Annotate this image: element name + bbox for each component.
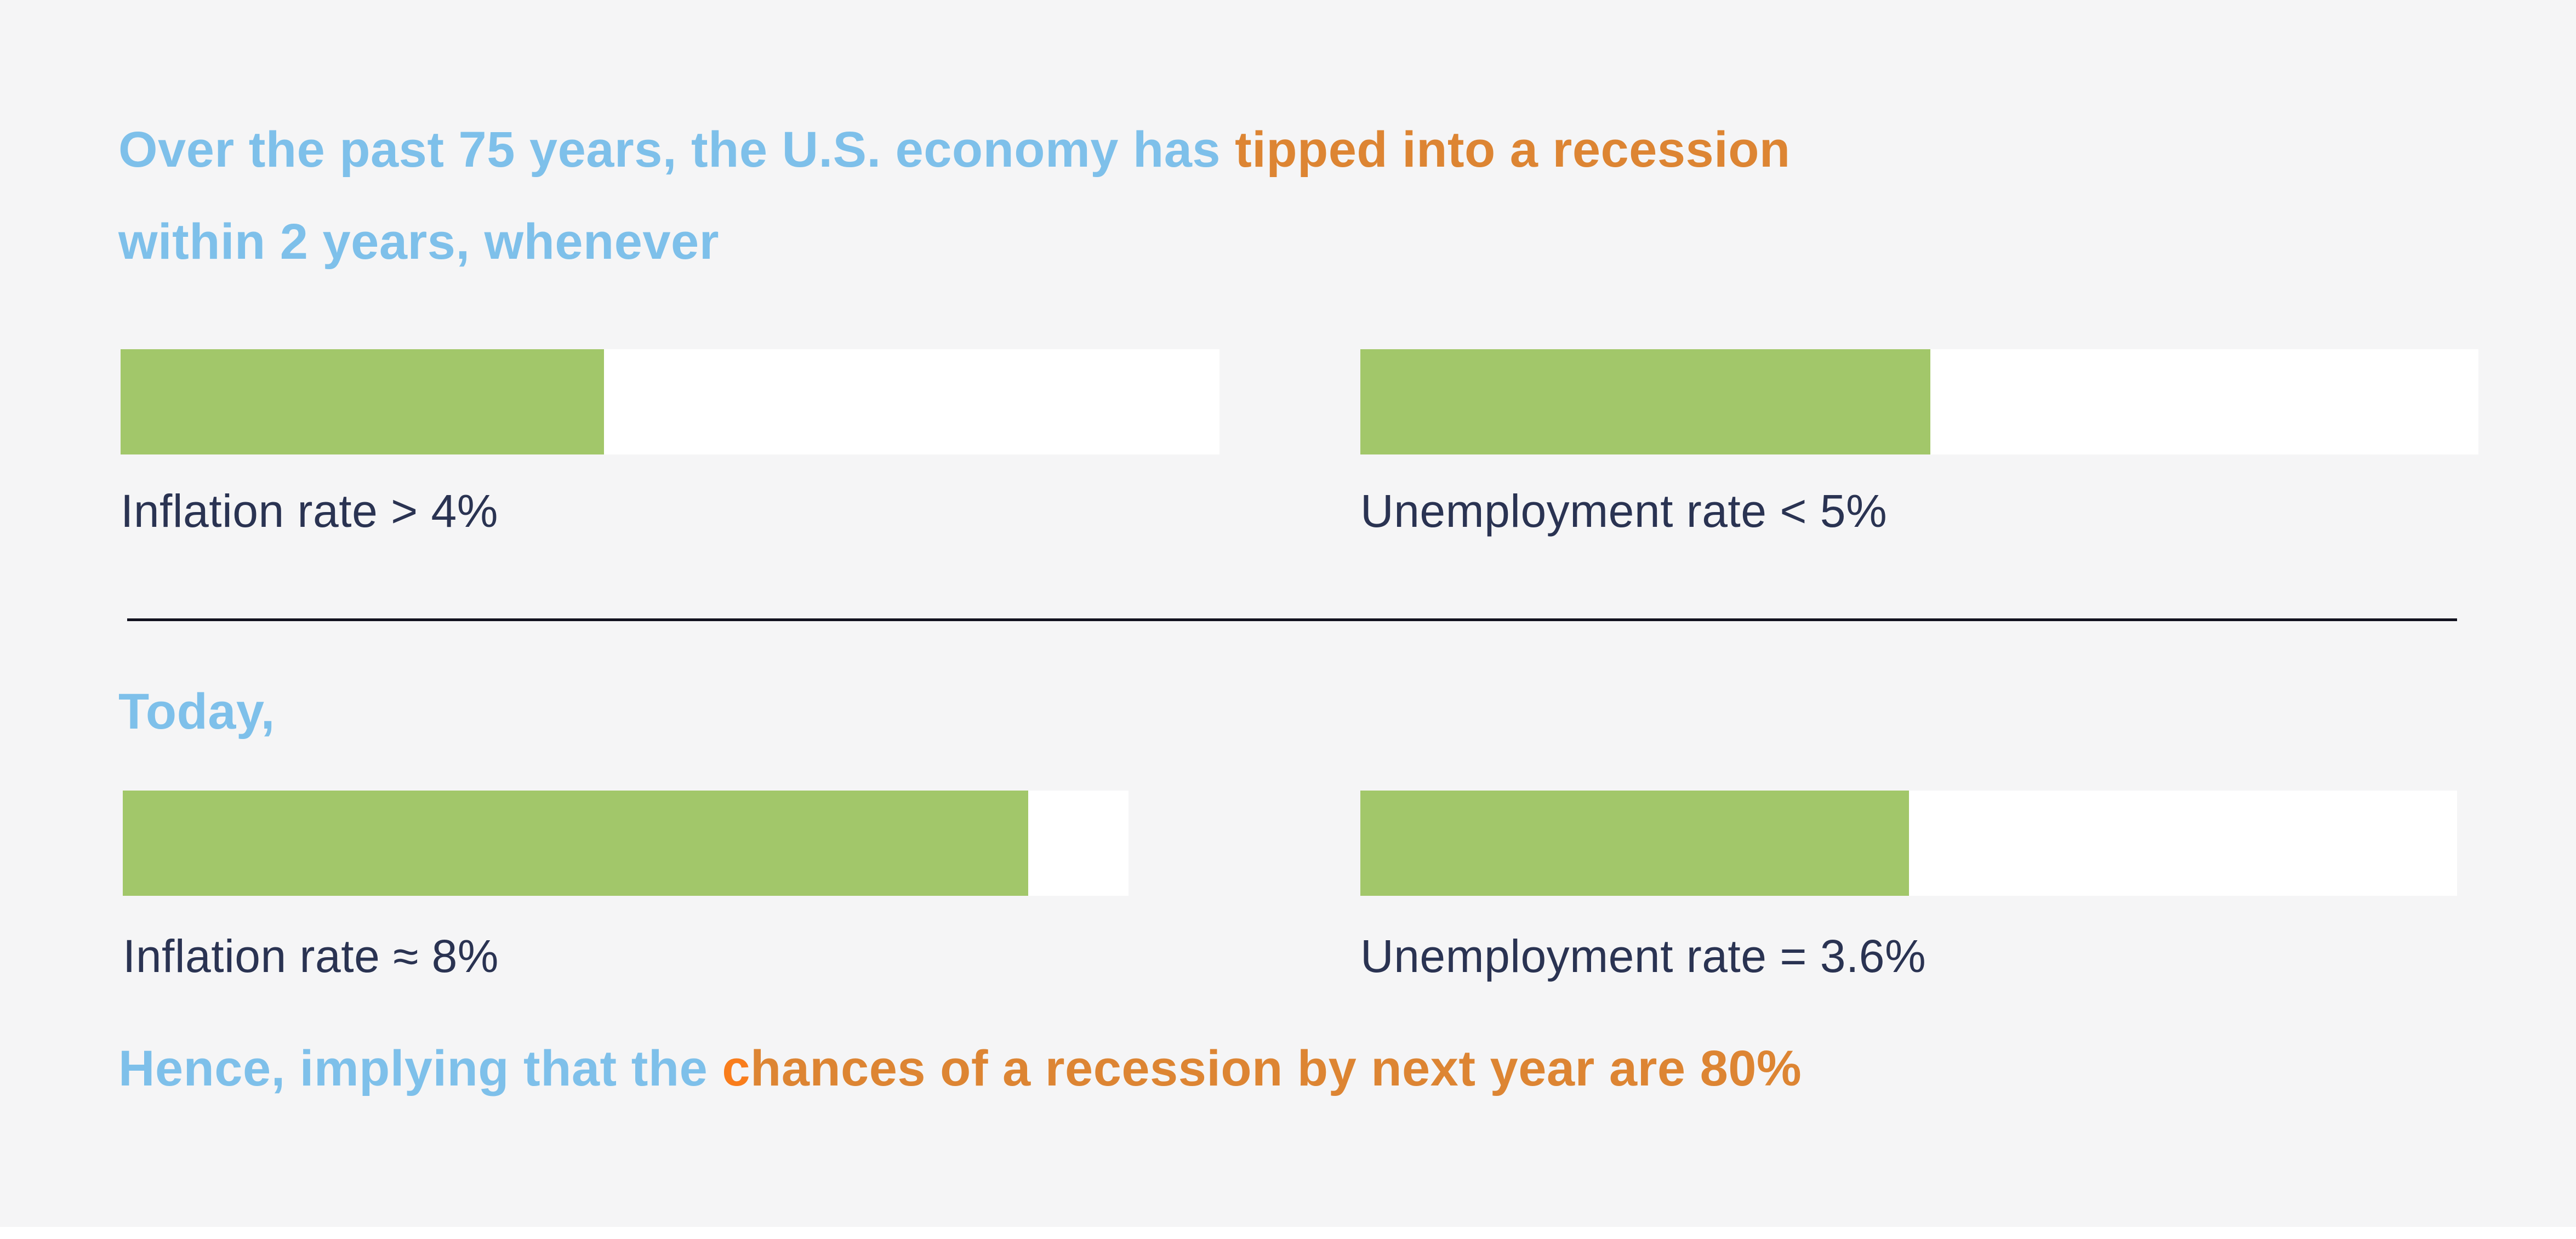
conclusion-segment-blue: Hence, implying that the: [118, 1041, 722, 1096]
conclusion-segment-bright-orange: c: [722, 1041, 750, 1096]
headline-line-1: Over the past 75 years, the U.S. economy…: [118, 104, 2475, 196]
bar-unemployment-today: [1360, 791, 2457, 896]
conclusion-segment-orange: hances of a recession by next year are 8…: [750, 1041, 1802, 1096]
headline-segment-blue-2: within 2 years, whenever: [118, 214, 720, 270]
bar-fill-inflation-historical: [121, 349, 605, 454]
bar-fill-inflation-today: [123, 791, 1028, 896]
label-unemployment-today: Unemployment rate = 3.6%: [1360, 930, 1927, 982]
bar-fill-unemployment-today: [1360, 791, 1909, 896]
section-divider: [127, 618, 2457, 621]
conclusion: Hence, implying that the chances of a re…: [118, 1043, 1802, 1094]
today-heading: Today,: [118, 684, 275, 740]
label-inflation-historical: Inflation rate > 4%: [121, 485, 498, 537]
headline-segment-orange: tipped into a recession: [1235, 122, 1791, 178]
label-unemployment-historical: Unemployment rate < 5%: [1360, 485, 1888, 537]
headline-line-2: within 2 years, whenever: [118, 196, 2475, 288]
bottom-edge-strip: [0, 1227, 2576, 1239]
headline: Over the past 75 years, the U.S. economy…: [118, 104, 2475, 288]
bar-unemployment-historical: [1360, 349, 2478, 454]
bar-fill-unemployment-historical: [1360, 349, 1931, 454]
bar-inflation-historical: [121, 349, 1219, 454]
headline-segment-blue: Over the past 75 years, the U.S. economy…: [118, 122, 1235, 178]
bar-inflation-today: [123, 791, 1129, 896]
label-inflation-today: Inflation rate ≈ 8%: [123, 930, 499, 982]
